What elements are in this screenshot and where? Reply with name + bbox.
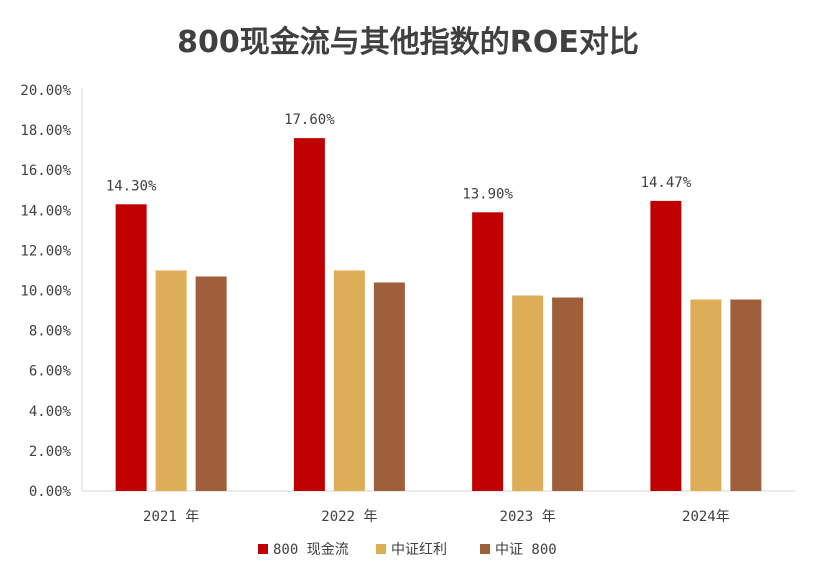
- y-tick-label: 2.00%: [29, 444, 72, 460]
- bar-2-4: [690, 299, 722, 491]
- bar-3-2: [373, 282, 405, 491]
- legend-swatch: [376, 544, 386, 554]
- bar-2-2: [333, 270, 365, 491]
- bar-2-3: [512, 295, 544, 491]
- legend-label: 中证 800: [495, 542, 557, 558]
- bar-2-1: [155, 270, 187, 491]
- y-tick-label: 4.00%: [29, 404, 72, 420]
- data-labels: 14.30% 17.60% 13.90% 14.47%: [106, 112, 692, 202]
- bar-3-3: [552, 297, 584, 491]
- bar-marks: [115, 138, 762, 491]
- legend-label: 800 现金流: [273, 542, 349, 558]
- chart-title: 800现金流与其他指数的ROE对比: [177, 25, 639, 60]
- y-tick-label: 10.00%: [20, 284, 71, 300]
- bar-1-1: [115, 204, 147, 491]
- x-tick-label: 2021 年: [143, 509, 199, 525]
- bar-1-2: [293, 138, 325, 491]
- data-label: 13.90%: [462, 186, 513, 202]
- y-axis-ticks: 0.00% 2.00% 4.00% 6.00% 8.00% 10.00% 12.00% 14.…: [20, 83, 71, 500]
- y-tick-label: 8.00%: [29, 324, 72, 340]
- x-tick-label: 2022 年: [321, 509, 377, 525]
- legend-swatch: [258, 544, 268, 554]
- bar-3-4: [730, 299, 762, 491]
- data-label: 14.30%: [106, 178, 157, 194]
- bar-1-3: [472, 212, 504, 491]
- y-tick-label: 20.00%: [20, 83, 71, 99]
- x-tick-label: 2024年: [682, 509, 730, 525]
- bar-1-4: [650, 200, 682, 491]
- legend-swatch: [480, 544, 490, 554]
- y-tick-label: 6.00%: [29, 364, 72, 380]
- legend: 800 现金流 中证红利 中证 800: [258, 542, 557, 558]
- y-tick-label: 12.00%: [20, 243, 71, 259]
- legend-label: 中证红利: [391, 542, 447, 558]
- bar-3-1: [195, 276, 227, 491]
- y-tick-label: 14.00%: [20, 203, 71, 219]
- y-tick-label: 0.00%: [29, 484, 72, 500]
- data-label: 17.60%: [284, 112, 335, 128]
- x-axis-labels: 2021 年 2022 年 2023 年 2024年: [143, 509, 730, 525]
- data-label: 14.47%: [641, 175, 692, 191]
- x-tick-label: 2023 年: [500, 509, 556, 525]
- y-tick-label: 18.00%: [20, 123, 71, 139]
- y-tick-label: 16.00%: [20, 163, 71, 179]
